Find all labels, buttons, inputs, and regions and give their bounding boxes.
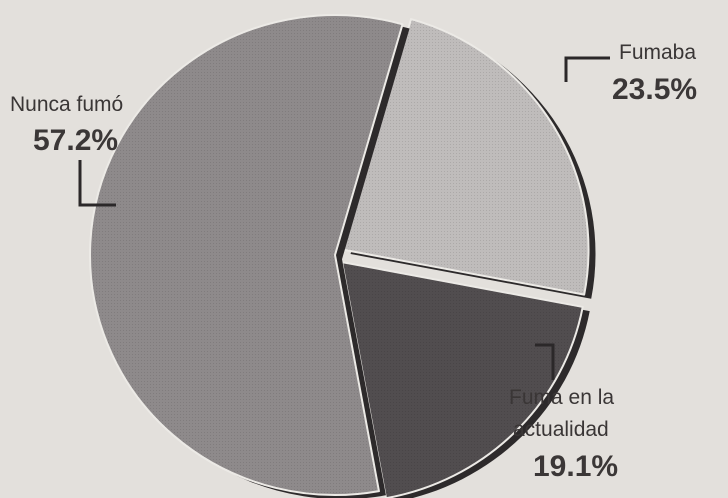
label-fuma-actualidad-line2: actualidad	[513, 418, 609, 441]
slice-nunca-fum-	[89, 14, 404, 496]
label-fuma-actualidad-value: 19.1%	[533, 450, 619, 483]
leader-fumaba	[564, 56, 610, 82]
label-fuma-actualidad-line1: Fuma en la	[509, 386, 615, 409]
leader-nunca-fumo	[78, 160, 116, 207]
label-nunca-fumo-value: 57.2%	[33, 124, 119, 157]
label-nunca-fumo-name: Nunca fumó	[10, 93, 124, 116]
slice-fumaba	[342, 18, 590, 296]
leader-fuma-actualidad	[535, 343, 555, 380]
label-fumaba-value: 23.5%	[612, 73, 698, 106]
label-fumaba-name: Fumaba	[619, 41, 697, 64]
slice-fuma-en-la-actualidad	[341, 261, 584, 498]
